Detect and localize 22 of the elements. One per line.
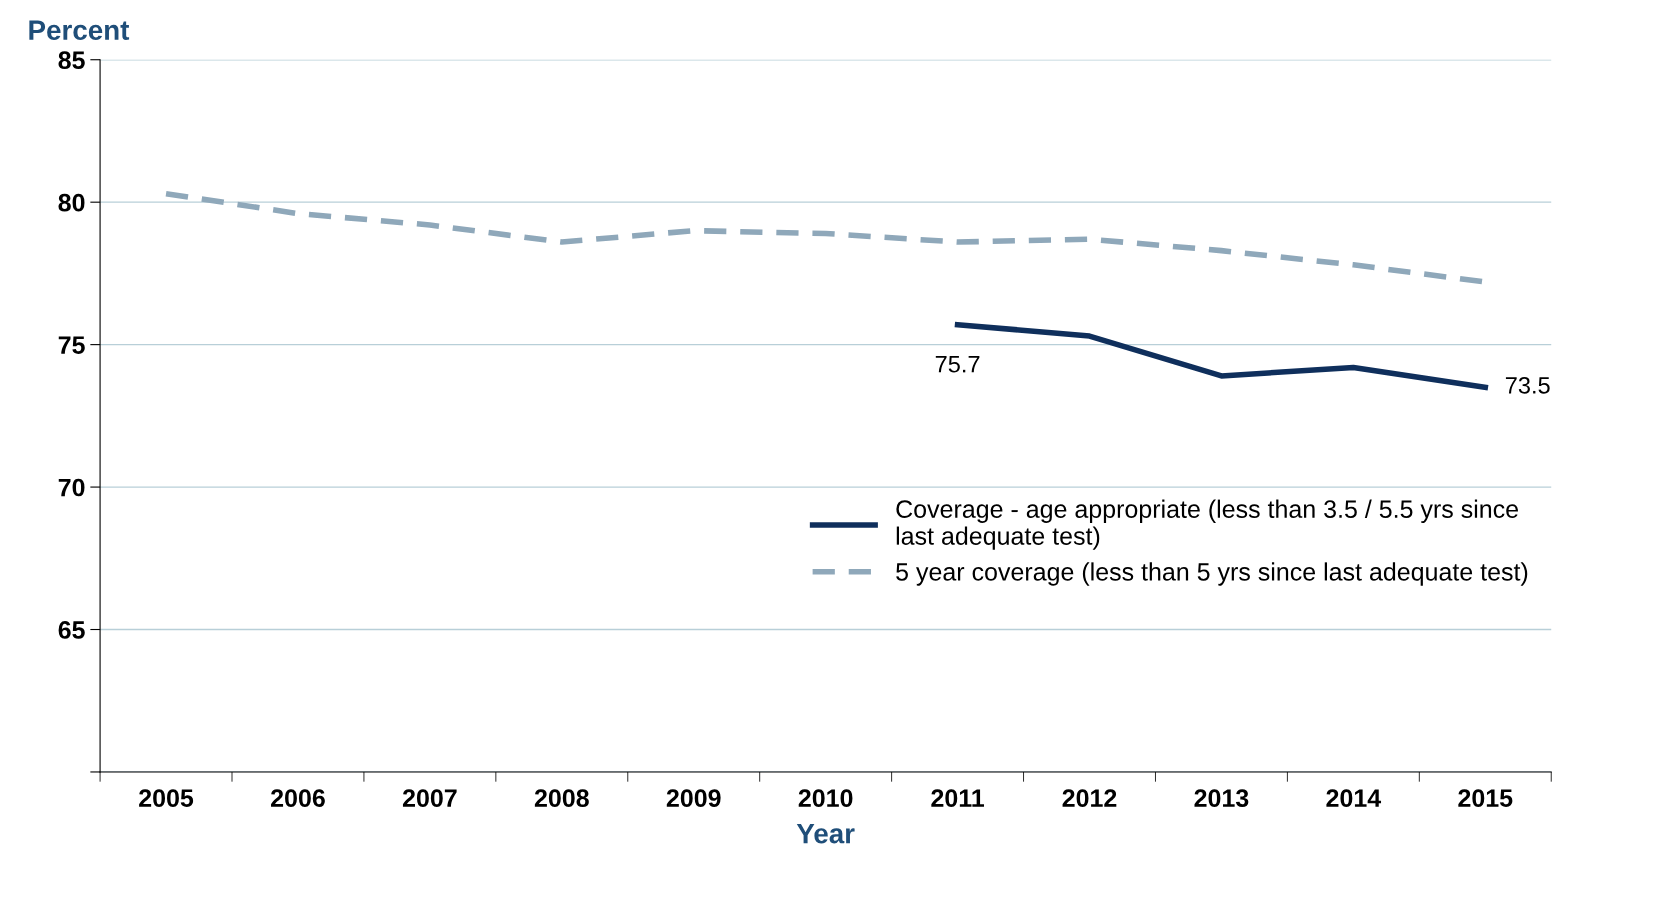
y-tick-label: 80 (58, 193, 85, 212)
x-tick-label: 2014 (1326, 789, 1382, 807)
x-tick-label: 2013 (1194, 789, 1249, 808)
x-tick-label: 2005 (139, 789, 194, 807)
x-tick-label: 2010 (798, 789, 853, 807)
y-tick-label: 85 (58, 51, 85, 70)
x-tick-label: 2009 (666, 789, 721, 807)
y-tick-label: 75 (58, 336, 85, 354)
data-label: 75.7 (935, 356, 980, 373)
y-axis-title: Percent (29, 20, 130, 40)
x-tick-label: 2011 (931, 789, 985, 807)
legend-label: Coverage - age appropriate (less than 3.5 / 5.5 yrs since last adequate test) (896, 499, 1518, 550)
data-label: 73.5 (1505, 376, 1550, 394)
x-tick-label: 2006 (271, 789, 325, 807)
x-tick-label: 2012 (1062, 789, 1117, 807)
x-axis-title: Year (796, 824, 855, 844)
legend-label: 5 year coverage (less than 5 yrs since last adequate test) (896, 562, 1528, 586)
x-tick-label: 2007 (402, 789, 457, 807)
y-tick-label: 70 (58, 478, 85, 497)
x-tick-label: 2015 (1458, 789, 1513, 807)
y-tick-label: 65 (58, 621, 85, 639)
x-tick-label: 2008 (534, 789, 589, 807)
